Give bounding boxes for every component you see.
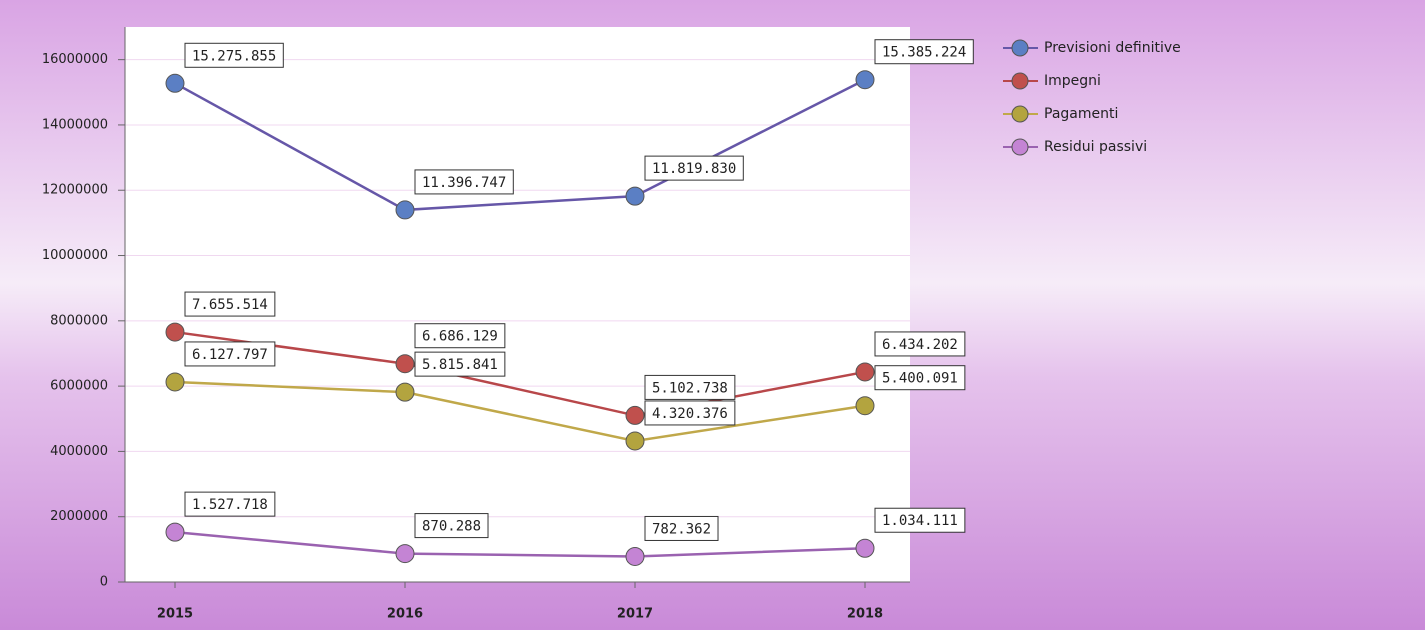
label-box [644, 155, 744, 181]
point [395, 200, 415, 220]
label-box [184, 491, 276, 517]
label-box [414, 513, 489, 539]
label-box [644, 515, 719, 541]
point [855, 538, 875, 558]
point [855, 70, 875, 90]
y-tick-label: 4000000 [50, 444, 108, 459]
y-tick-label: 0 [100, 575, 108, 590]
y-tick-label: 2000000 [50, 509, 108, 524]
legend-label: Impegni [1044, 73, 1101, 89]
point [855, 362, 875, 382]
y-tick-label: 16000000 [42, 52, 108, 67]
y-tick-label: 14000000 [42, 117, 108, 132]
legend-label: Previsioni definitive [1044, 40, 1181, 56]
series-line [174, 330, 866, 417]
label-box [644, 374, 736, 400]
value-label: 1.527.718 [192, 497, 268, 513]
legend-marker [1011, 72, 1029, 90]
y-tick-label: 6000000 [50, 379, 108, 394]
value-label: 5.400.091 [882, 371, 958, 387]
label-box [184, 291, 276, 317]
label-box [414, 351, 506, 377]
legend-marker [1011, 105, 1029, 123]
x-tick-label: 2016 [387, 607, 423, 622]
point [165, 73, 185, 93]
point [165, 372, 185, 392]
value-label: 5.102.738 [652, 380, 728, 396]
point [395, 544, 415, 564]
y-tick-label: 10000000 [42, 248, 108, 263]
value-label: 4.320.376 [652, 406, 728, 422]
label-box [184, 341, 276, 367]
value-label: 6.686.129 [422, 329, 498, 345]
point [625, 431, 645, 451]
legend-marker [1011, 39, 1029, 57]
value-label: 15.385.224 [882, 45, 966, 61]
value-label: 1.034.111 [882, 513, 958, 529]
value-label: 7.655.514 [192, 297, 268, 313]
series-line [174, 530, 866, 558]
y-tick-label: 8000000 [50, 313, 108, 328]
point [165, 322, 185, 342]
point [625, 186, 645, 206]
x-tick-label: 2017 [617, 607, 653, 622]
value-label: 782.362 [652, 521, 711, 537]
value-label: 11.396.747 [422, 175, 506, 191]
legend-label: Residui passivi [1044, 139, 1147, 155]
label-box [644, 400, 736, 426]
point [395, 382, 415, 402]
value-label: 6.127.797 [192, 347, 268, 363]
value-label: 15.275.855 [192, 48, 276, 64]
label-box [874, 507, 966, 533]
point [855, 396, 875, 416]
point [625, 405, 645, 425]
x-tick-label: 2015 [157, 607, 193, 622]
label-box [874, 365, 966, 391]
series-line [174, 380, 866, 443]
series-line [174, 78, 866, 212]
x-tick-label: 2018 [847, 607, 883, 622]
value-label: 5.815.841 [422, 357, 498, 373]
legend-marker [1011, 138, 1029, 156]
label-box [874, 331, 966, 357]
label-box [184, 42, 284, 68]
label-box [414, 169, 514, 195]
legend-label: Pagamenti [1044, 106, 1118, 122]
label-box [414, 323, 506, 349]
label-box [874, 39, 974, 65]
point [625, 546, 645, 566]
value-label: 6.434.202 [882, 337, 958, 353]
point [395, 354, 415, 374]
value-label: 870.288 [422, 519, 481, 535]
y-tick-label: 12000000 [42, 183, 108, 198]
value-label: 11.819.830 [652, 161, 736, 177]
point [165, 522, 185, 542]
